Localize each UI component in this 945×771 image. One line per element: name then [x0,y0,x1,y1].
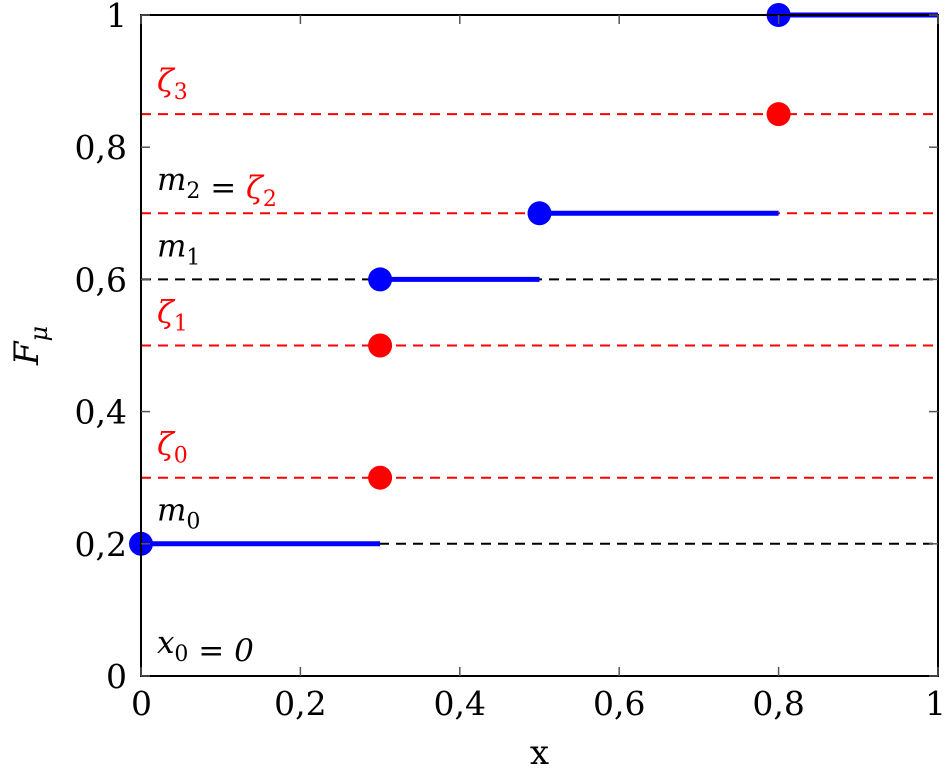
y-tick-label-2: 0,4 [75,393,127,432]
y-tick-label-3: 0,6 [75,260,127,299]
y-tick-label-5: 1 [106,0,127,35]
x-tick-label-5: 1 [925,684,945,723]
step-segments [141,12,938,547]
annotations: x0 = 0 m0 ζ0 ζ1 m1 m2 = ζ2 ζ3 [157,63,277,669]
blue-point-2 [527,201,552,226]
blue-point-1 [368,267,393,292]
x-axis-label: x [530,733,549,771]
axis-ticks: 0 0,2 0,4 0,6 0,8 1 0 0,2 0,4 0,6 0,8 1 [75,0,945,723]
annotation-0: x0 = 0 [157,625,254,669]
annotation-5: m2 = ζ2 [157,162,277,212]
y-tick-label-4: 0,8 [75,128,127,167]
annotation-6: ζ3 [157,63,188,105]
x-tick-label-4: 0,8 [752,684,804,723]
red-point-0 [368,465,393,490]
red-point-1 [368,333,393,358]
x-tick-label-0: 0 [131,684,152,723]
y-axis-label: Fμ [7,326,53,366]
x-tick-label-1: 0,2 [274,684,326,723]
annotation-4: m1 [157,228,200,270]
y-tick-label-1: 0,2 [75,525,127,564]
x-tick-label-3: 0,6 [593,684,645,723]
red-point-2 [766,102,791,127]
plot-frame [140,14,939,677]
annotation-3: ζ1 [157,294,188,336]
annotation-2: ζ0 [157,427,188,469]
x-tick-label-2: 0,4 [434,684,486,723]
data-points [129,3,791,556]
annotation-1: m0 [157,493,200,535]
y-tick-label-0: 0 [106,657,127,696]
